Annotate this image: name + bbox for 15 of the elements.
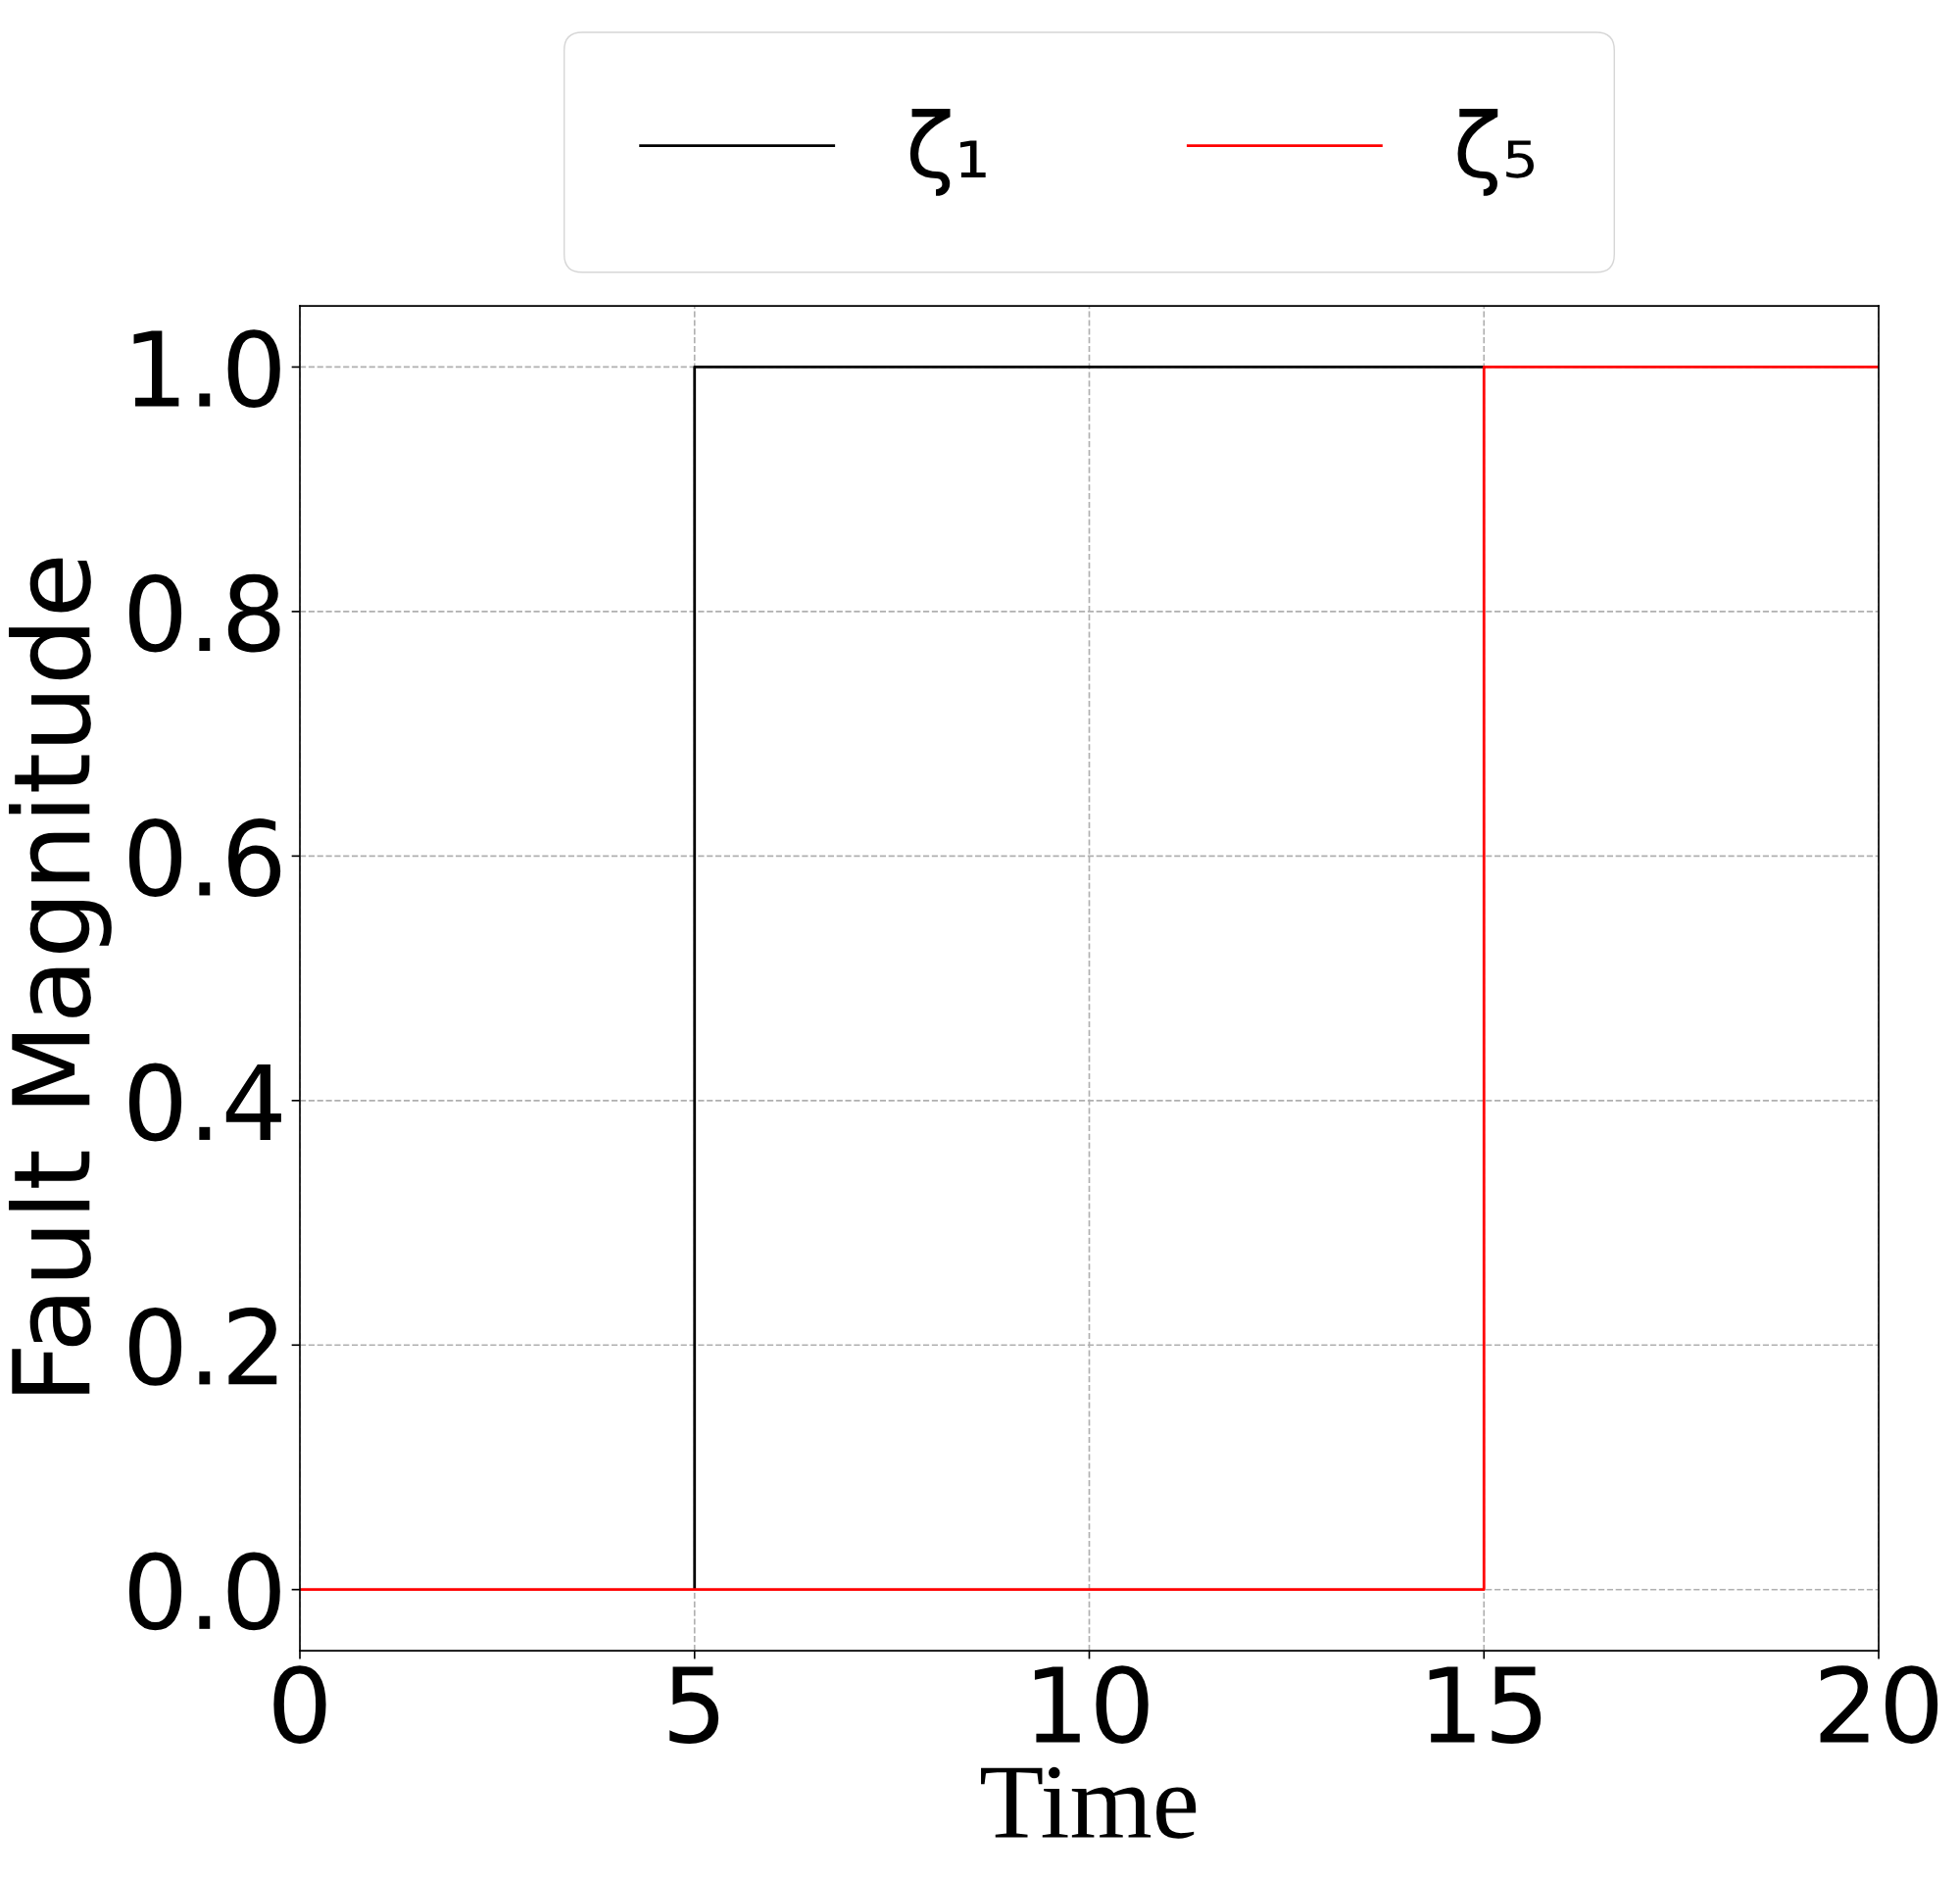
x-tick-label: 15 [1429,1666,1542,1744]
y-tick-label: 0.4 [128,1063,281,1142]
x-tick-label: 20 [1820,1665,1938,1744]
legend-label: ζ₁ [909,108,986,196]
x-tick-label: 0 [273,1665,326,1744]
y-tick-label: 1.0 [133,329,280,409]
x-tick-label: 5 [669,1666,719,1744]
legend-label: ζ₅ [1457,108,1534,196]
y-tick-label: 0.0 [128,1552,280,1631]
y-axis-title: Fault Magnitude [8,558,112,1394]
x-tick-label: 10 [1034,1665,1149,1744]
y-tick-label: 0.2 [128,1308,277,1386]
x-axis-title: Time [981,1766,1197,1839]
y-tick-label: 0.6 [128,818,281,897]
y-tick-label: 0.8 [128,573,280,653]
